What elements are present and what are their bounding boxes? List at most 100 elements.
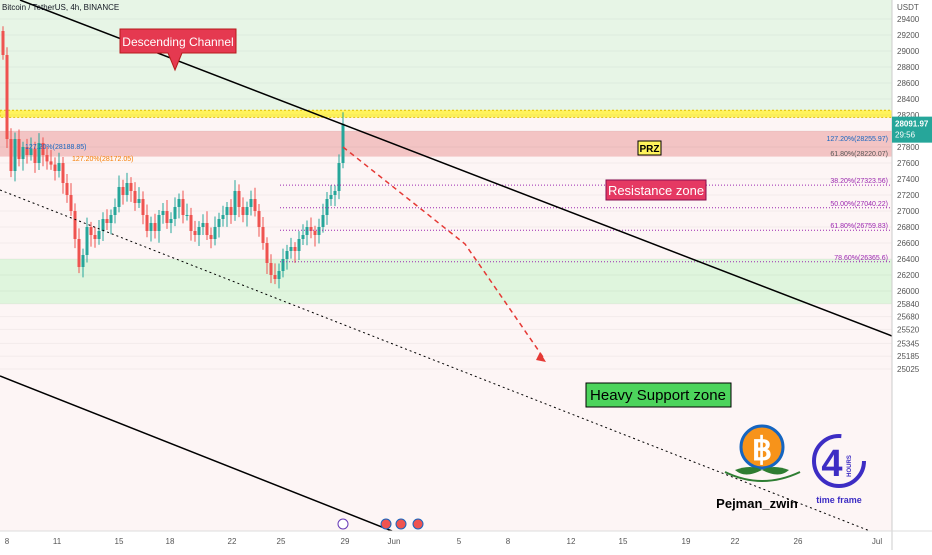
candle-body xyxy=(277,271,281,279)
candle-body xyxy=(337,163,341,191)
candle-body xyxy=(113,207,117,215)
currency-label: USDT xyxy=(897,3,919,12)
candle-body xyxy=(289,247,293,251)
candle-body xyxy=(217,219,221,227)
candle-body xyxy=(125,183,129,195)
leaf-stem-icon xyxy=(724,471,801,482)
candle-body xyxy=(293,247,297,251)
x-tick-label: 15 xyxy=(115,537,124,546)
x-tick-label: 25 xyxy=(277,537,286,546)
candle-body xyxy=(237,191,241,207)
timeframe-number: 4 xyxy=(821,443,842,485)
y-tick-label: 29400 xyxy=(897,15,920,24)
y-tick-label: 26600 xyxy=(897,239,920,248)
candle-body xyxy=(313,231,317,235)
y-tick-label: 28800 xyxy=(897,63,920,72)
current-price: 28091.97 xyxy=(895,120,929,129)
candle-body xyxy=(85,227,89,255)
candle-body xyxy=(177,199,181,207)
channel-lower-line xyxy=(0,375,393,531)
y-tick-label: 29200 xyxy=(897,31,920,40)
candle-body xyxy=(13,139,17,171)
leaf-icon xyxy=(735,467,762,475)
candle-body xyxy=(133,191,137,203)
candle-body xyxy=(161,211,165,215)
candle-body xyxy=(269,263,273,275)
x-tick-label: 22 xyxy=(228,537,237,546)
candle-body xyxy=(5,55,9,139)
candle-body xyxy=(257,211,261,227)
candle-body xyxy=(157,215,161,231)
price-countdown: 29:56 xyxy=(895,131,916,140)
channel-mid-line xyxy=(0,189,871,531)
candle-body xyxy=(189,215,193,231)
x-tick-label: Jun xyxy=(388,537,401,546)
prz-label: PRZ xyxy=(640,144,660,155)
x-tick-label: 15 xyxy=(619,537,628,546)
candle-body xyxy=(233,191,237,215)
candle-body xyxy=(121,187,125,195)
candle-body xyxy=(221,215,225,219)
projection-arrowhead xyxy=(536,352,546,362)
candle-body xyxy=(205,223,209,235)
candle-body xyxy=(261,227,265,243)
y-tick-label: 25680 xyxy=(897,313,920,322)
author-signature: Pejman_zwin xyxy=(716,496,798,511)
fib-label: 61.80%(28220.07) xyxy=(830,151,888,158)
candle-body xyxy=(49,161,53,165)
x-tick-label: 8 xyxy=(5,537,10,546)
candle-body xyxy=(65,183,69,195)
candle-body xyxy=(173,207,177,219)
candle-body xyxy=(153,223,157,231)
x-tick-label: 18 xyxy=(166,537,175,546)
flag-icon xyxy=(395,518,407,530)
candle-body xyxy=(137,199,141,203)
timeframe-badge-ring xyxy=(812,434,866,488)
candle-body xyxy=(213,227,217,239)
candle-body xyxy=(45,155,49,162)
channel-upper-line xyxy=(19,0,892,337)
candle-body xyxy=(101,219,105,231)
y-tick-label: 26200 xyxy=(897,271,920,280)
candle-body xyxy=(317,227,321,235)
candle-body xyxy=(193,231,197,235)
candle-body xyxy=(37,143,41,163)
candle-body xyxy=(93,235,97,239)
y-tick-label: 25345 xyxy=(897,339,920,348)
resistance-zone-label-box xyxy=(605,179,707,201)
prz-label-box xyxy=(637,140,662,156)
candle-body xyxy=(1,31,5,55)
x-tick-label: 19 xyxy=(682,537,691,546)
event-icon xyxy=(337,518,349,530)
candle-body xyxy=(281,259,285,271)
leaf-icon xyxy=(762,467,789,475)
candle-body xyxy=(197,227,201,235)
candle-body xyxy=(165,211,169,223)
x-tick-label: 5 xyxy=(457,537,462,546)
candle-body xyxy=(21,147,25,159)
candle-body xyxy=(341,123,345,163)
candle-body xyxy=(209,235,213,239)
y-tick-label: 27000 xyxy=(897,207,920,216)
y-tick-label: 27200 xyxy=(897,191,920,200)
x-tick-label: 12 xyxy=(567,537,576,546)
x-tick-label: 26 xyxy=(794,537,803,546)
y-tick-label: 26400 xyxy=(897,255,920,264)
candle-body xyxy=(149,223,153,231)
candle-body xyxy=(325,199,329,215)
support-zone-band xyxy=(0,259,892,304)
candle-body xyxy=(301,235,305,239)
candle-body xyxy=(61,163,65,183)
candle-body xyxy=(117,187,121,207)
candle-body xyxy=(129,183,133,191)
fib-left-label: 127.20%(28172.05) xyxy=(72,156,134,163)
candle-body xyxy=(265,243,269,263)
fib-label: 127.20%(28255.97) xyxy=(827,136,889,143)
candle-body xyxy=(141,199,145,215)
candle-body xyxy=(169,219,173,223)
y-tick-label: 27400 xyxy=(897,175,920,184)
y-tick-label: 27800 xyxy=(897,143,920,152)
y-tick-label: 28200 xyxy=(897,111,920,120)
